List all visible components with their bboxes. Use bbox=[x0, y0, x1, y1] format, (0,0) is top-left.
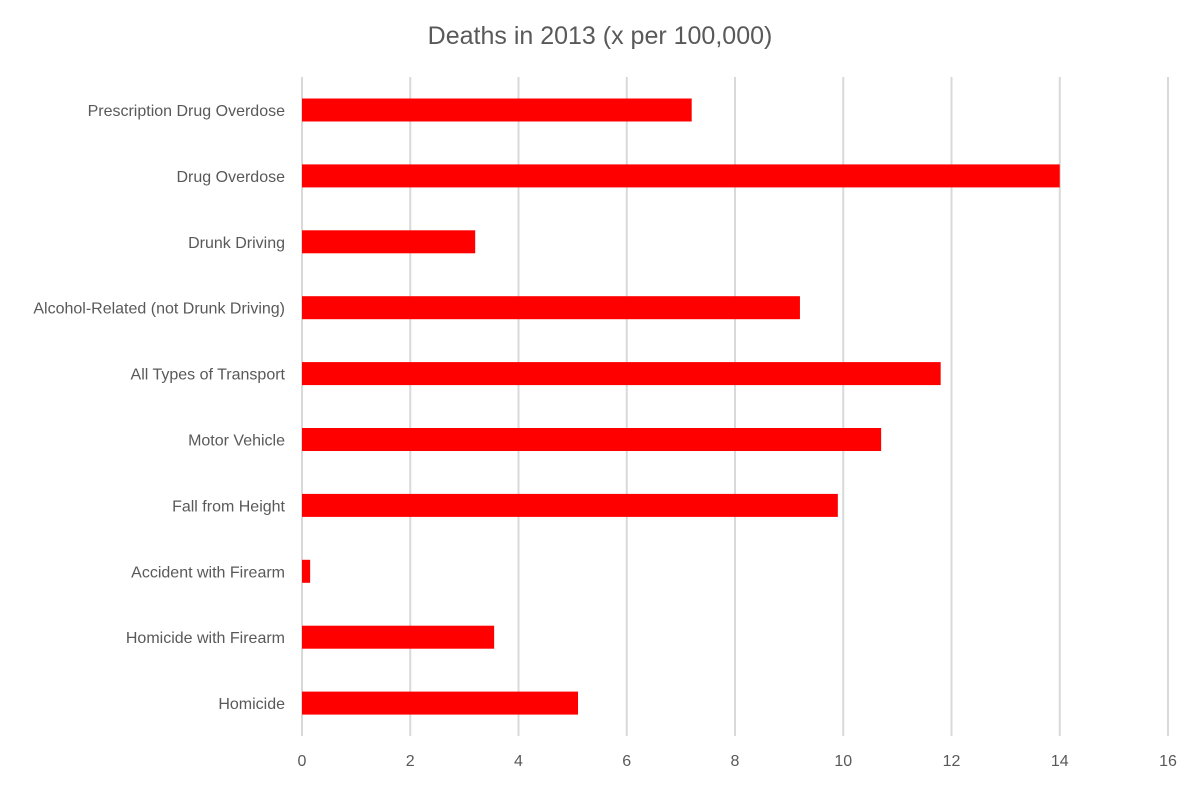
x-axis-tick-labels: 0 2 4 6 8 10 12 14 16 bbox=[298, 753, 1177, 770]
x-tick-label: 0 bbox=[298, 753, 307, 770]
category-label: Accident with Firearm bbox=[131, 564, 285, 581]
category-label: Motor Vehicle bbox=[188, 433, 285, 450]
category-label: Drunk Driving bbox=[188, 235, 285, 252]
x-tick-label: 4 bbox=[514, 753, 523, 770]
x-tick-label: 2 bbox=[406, 753, 415, 770]
x-tick-label: 8 bbox=[731, 753, 740, 770]
bar bbox=[302, 164, 1060, 188]
category-label: All Types of Transport bbox=[131, 367, 286, 384]
bar bbox=[302, 691, 579, 715]
bar bbox=[302, 98, 692, 122]
category-label: Drug Overdose bbox=[177, 169, 286, 186]
x-tick-label: 12 bbox=[943, 753, 961, 770]
bars bbox=[302, 98, 1060, 715]
x-tick-label: 10 bbox=[834, 753, 852, 770]
bar bbox=[302, 493, 838, 517]
category-label: Prescription Drug Overdose bbox=[88, 103, 286, 120]
bar bbox=[302, 428, 882, 451]
bar bbox=[302, 230, 476, 254]
category-label: Homicide with Firearm bbox=[126, 630, 285, 647]
category-label: Fall from Height bbox=[172, 498, 285, 515]
category-label: Alcohol-Related (not Drunk Driving) bbox=[33, 301, 285, 318]
x-tick-label: 16 bbox=[1159, 753, 1177, 770]
x-tick-label: 6 bbox=[622, 753, 631, 770]
bar bbox=[302, 625, 495, 649]
bar bbox=[302, 362, 941, 386]
chart-title: Deaths in 2013 (x per 100,000) bbox=[428, 22, 773, 50]
bar bbox=[302, 296, 800, 320]
bar bbox=[302, 559, 311, 583]
x-tick-label: 14 bbox=[1051, 753, 1069, 770]
category-label: Homicide bbox=[218, 696, 285, 713]
category-labels: Prescription Drug Overdose Drug Overdose D… bbox=[33, 103, 285, 713]
